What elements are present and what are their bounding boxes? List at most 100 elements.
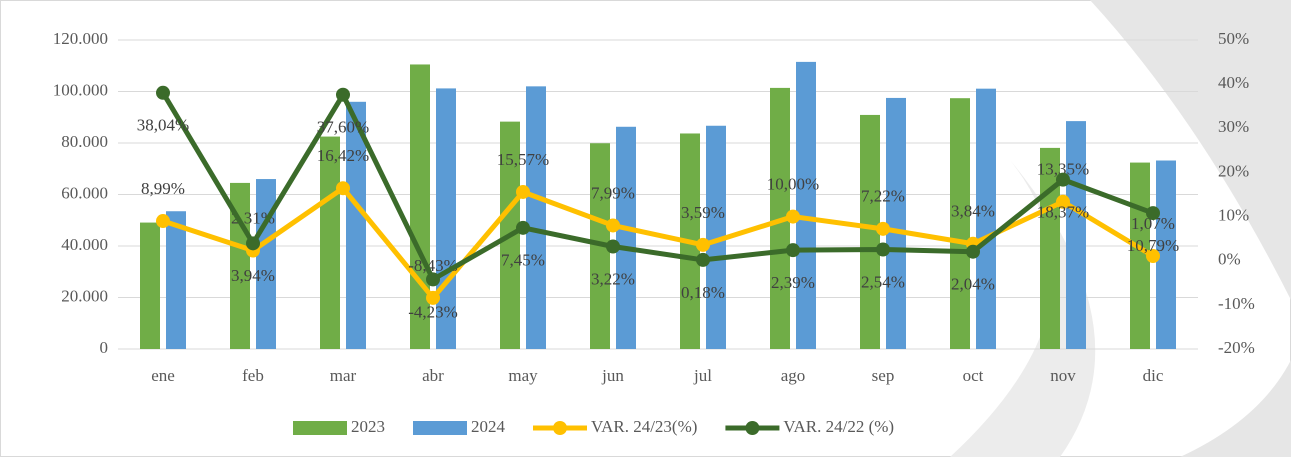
line-marker [876, 221, 890, 236]
line-marker [1056, 194, 1070, 209]
y2-tick-label: 0% [1218, 250, 1241, 269]
line-marker [1056, 172, 1070, 187]
data-label: 16,42% [317, 146, 369, 165]
line-marker [426, 272, 440, 287]
data-label: 7,99% [591, 183, 635, 202]
bar [976, 88, 996, 349]
x-tick-label: jul [693, 366, 712, 385]
bar [706, 125, 726, 349]
data-label: 3,84% [951, 202, 995, 221]
x-tick-label: sep [872, 366, 895, 385]
data-label: 3,94% [231, 266, 275, 285]
x-tick-label: may [508, 366, 538, 385]
y-tick-label: 80.000 [61, 132, 108, 151]
bar [1156, 160, 1176, 349]
bar [526, 86, 546, 349]
y2-tick-label: -10% [1218, 294, 1255, 313]
line-marker [336, 181, 350, 196]
line-marker [696, 252, 710, 267]
x-tick-label: abr [422, 366, 444, 385]
legend-swatch [293, 421, 347, 435]
legend-swatch [413, 421, 467, 435]
data-label: 13,35% [1037, 160, 1089, 179]
line-marker [336, 87, 350, 102]
x-tick-label: ago [781, 366, 806, 385]
bar [436, 88, 456, 349]
bar [796, 61, 816, 349]
data-label: 38,04% [137, 116, 189, 135]
data-label: 2,04% [951, 275, 995, 294]
line-marker [606, 239, 620, 254]
y2-tick-label: -20% [1218, 338, 1255, 357]
data-label: 3,59% [681, 203, 725, 222]
legend-label: 2023 [351, 417, 385, 436]
data-label: 10,00% [767, 174, 819, 193]
line-marker [786, 209, 800, 224]
bar [860, 114, 880, 350]
legend-label: VAR. 24/22 (%) [783, 417, 894, 436]
data-label: -4,23% [408, 302, 458, 321]
background-decor [1180, 360, 1291, 457]
data-label: 18,37% [1037, 203, 1089, 222]
line-marker [426, 290, 440, 305]
y2-tick-label: 50% [1218, 29, 1249, 48]
x-tick-label: jun [601, 366, 624, 385]
x-tick-label: dic [1143, 366, 1164, 385]
data-label: 3,22% [591, 269, 635, 288]
data-label: 10,79% [1127, 236, 1179, 255]
line-marker [696, 237, 710, 252]
line-marker [1146, 248, 1160, 263]
bar [886, 97, 906, 349]
line-marker [156, 85, 170, 100]
line-marker [156, 214, 170, 229]
legend-swatch [745, 421, 760, 435]
data-label: 7,45% [501, 251, 545, 270]
legend-swatch [553, 421, 567, 435]
y-tick-label: 40.000 [61, 235, 108, 254]
data-label: 2,39% [771, 273, 815, 292]
data-label: 7,22% [861, 187, 905, 206]
bar [1066, 121, 1086, 349]
bar [140, 222, 160, 349]
bar [1040, 147, 1060, 349]
line-marker [606, 218, 620, 233]
data-label: 0,18% [681, 283, 725, 302]
x-tick-label: feb [242, 366, 264, 385]
bar [166, 211, 186, 349]
data-label: 37,60% [317, 118, 369, 137]
line-marker [516, 184, 530, 199]
line-marker [246, 236, 260, 251]
bar [950, 98, 970, 349]
line-marker [966, 244, 980, 259]
y-tick-label: 20.000 [61, 286, 108, 305]
y-tick-label: 100.000 [53, 80, 108, 99]
x-tick-label: oct [963, 366, 984, 385]
y2-tick-label: 10% [1218, 205, 1249, 224]
data-label: 1,07% [1131, 214, 1175, 233]
line [160, 91, 1154, 282]
x-tick-label: nov [1050, 366, 1076, 385]
data-label: 15,57% [497, 150, 549, 169]
y-tick-label: 120.000 [53, 29, 108, 48]
line-marker [786, 243, 800, 258]
line-marker [1146, 206, 1160, 221]
background-decor [1090, 0, 1291, 300]
x-tick-label: mar [330, 366, 357, 385]
y2-tick-label: 30% [1218, 117, 1249, 136]
bar [616, 126, 636, 349]
data-label: 8,99% [141, 179, 185, 198]
y-tick-label: 0 [100, 338, 109, 357]
y-tick-label: 60.000 [61, 183, 108, 202]
line-marker [876, 242, 890, 257]
bar [346, 101, 366, 349]
x-tick-label: ene [151, 366, 175, 385]
legend-label: 2024 [471, 417, 506, 436]
bar [256, 179, 276, 349]
legend-label: VAR. 24/23(%) [591, 417, 697, 436]
y2-tick-label: 20% [1218, 161, 1249, 180]
y2-tick-label: 40% [1218, 73, 1249, 92]
bar [320, 136, 340, 349]
line-marker [516, 220, 530, 235]
